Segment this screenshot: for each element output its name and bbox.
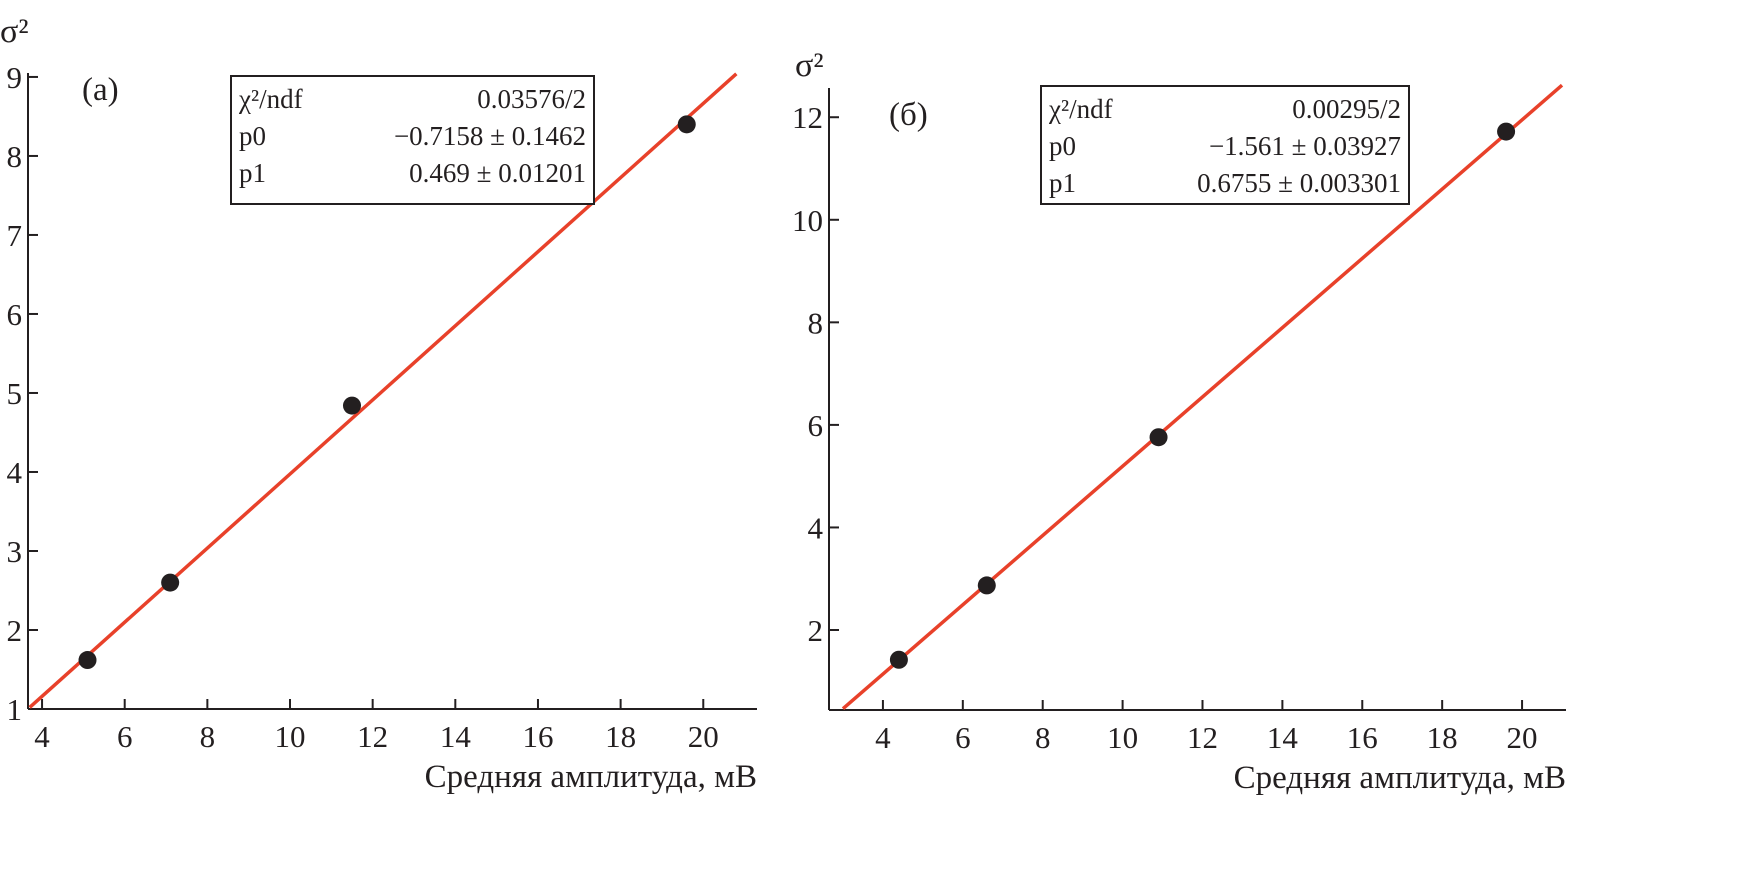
y-tick-label: 10 [792,203,823,238]
stats-value: 0.469 ± 0.01201 [409,158,586,188]
data-point [889,650,908,669]
x-tick-label: 8 [1035,720,1051,755]
x-tick-label: 12 [1187,720,1218,755]
stats-box-frame [1040,85,1410,205]
y-tick-label: 2 [808,613,824,648]
y-tick-label: 9 [7,60,23,95]
x-tick-label: 16 [522,719,553,754]
data-point [1149,428,1168,447]
x-tick-label: 20 [1507,720,1538,755]
stats-value: −0.7158 ± 0.1462 [394,121,586,151]
data-point [343,396,361,415]
panel-label: (a) [82,72,119,108]
stats-name: p0 [239,121,266,151]
stats-value: 0.03576/2 [477,84,586,114]
x-tick-label: 14 [1267,720,1299,755]
y-tick-label: 8 [808,305,824,340]
x-tick-label: 4 [34,719,50,754]
x-axis-label: Средняя амплитуда, мВ [1234,760,1566,796]
stats-name: χ²/ndf [1048,94,1113,124]
stats-value: −1.561 ± 0.03927 [1209,131,1401,161]
x-tick-label: 18 [1427,720,1458,755]
x-tick-label: 10 [1107,720,1138,755]
panel-label: (б) [889,97,928,133]
fit-stats-box: χ²/ndf 0.00295/2 p0 −1.561 ± 0.03927 p1 0.675… [1040,85,1410,205]
y-tick-label: 8 [7,139,23,174]
x-tick-label: 4 [875,720,891,755]
x-tick-label: 16 [1347,720,1378,755]
chart-panel-2: 2 4 6 8 10 12 4 6 8 10 12 14 16 18 20 Средняя амплитуда… [792,47,1566,796]
y-tick-label: 12 [792,100,823,135]
data-point [1497,122,1516,141]
y-axis-label: σ² [795,47,824,84]
y-tick-label: 4 [7,455,23,490]
y-tick-label: 7 [7,218,23,253]
y-tick-label: 3 [7,534,23,569]
stats-value: 0.00295/2 [1292,94,1401,124]
stats-box-frame [230,75,595,205]
y-tick-label: 6 [808,408,824,443]
x-tick-label: 12 [357,719,388,754]
y-tick-label: 6 [7,297,23,332]
x-tick-label: 8 [200,719,216,754]
x-tick-label: 6 [117,719,133,754]
stats-name: p1 [1049,168,1076,198]
fit-stats-box: χ²/ndf 0.03576/2 p0 −0.7158 ± 0.1462 p1 0.469… [230,75,595,205]
x-tick-label: 20 [688,719,719,754]
stats-name: p0 [1049,131,1076,161]
x-tick-label: 6 [955,720,971,755]
y-tick-label: 2 [7,613,23,648]
y-tick-label: 4 [808,510,824,545]
data-point [78,651,97,670]
fit-line [841,83,1564,711]
y-axis-label: σ² [0,13,29,50]
data-point [161,573,180,592]
x-tick-label: 18 [605,719,636,754]
y-tick-label: 5 [7,376,23,411]
x-tick-label: 14 [440,719,472,754]
data-point [677,115,696,134]
fit-line [28,72,738,709]
stats-name: χ²/ndf [238,84,303,114]
data-point [977,576,996,595]
stats-value: 0.6755 ± 0.003301 [1197,168,1401,198]
stats-name: p1 [239,158,266,188]
y-tick-label: 1 [7,692,23,727]
x-tick-label: 10 [275,719,306,754]
x-axis-label: Средняя амплитуда, мВ [425,759,757,795]
